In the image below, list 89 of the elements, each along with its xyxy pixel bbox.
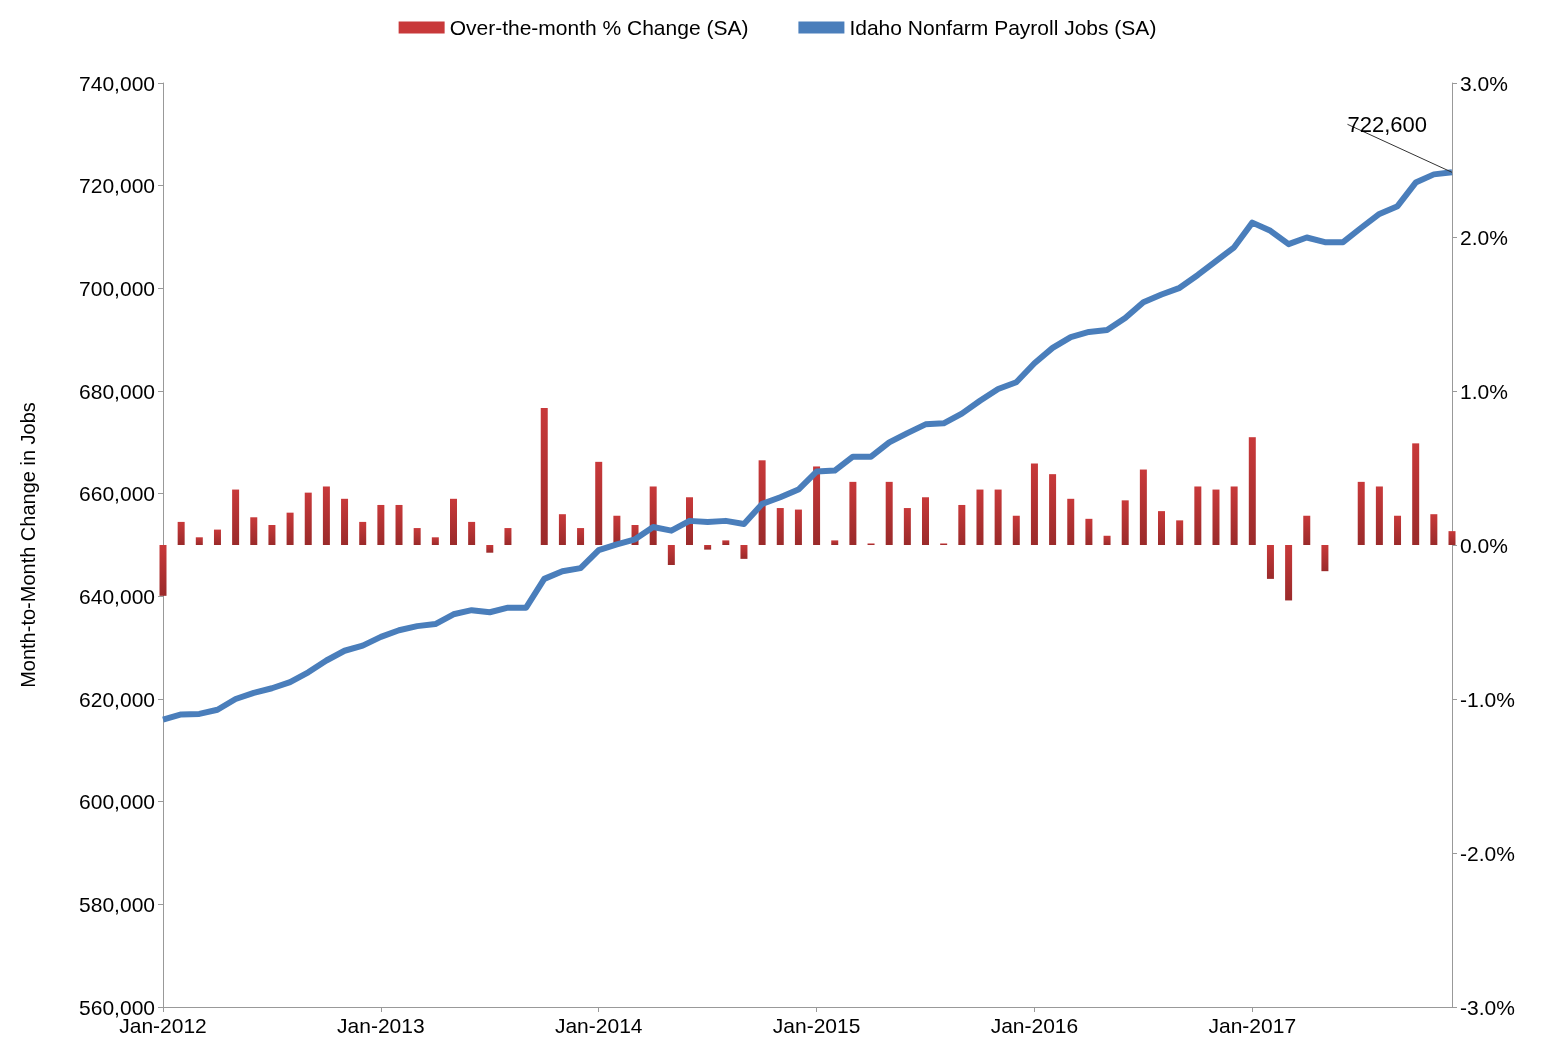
x-tick-label: Jan-2016 (990, 1014, 1079, 1037)
bar (486, 545, 494, 553)
bar (1049, 474, 1057, 545)
bar (1176, 520, 1184, 545)
bar (776, 508, 784, 545)
bar (177, 521, 185, 545)
bar (849, 481, 857, 545)
bar (159, 545, 167, 596)
bar (813, 466, 821, 545)
y-axis-title: Month-to-Month Change in Jobs (17, 402, 39, 688)
bar (540, 407, 548, 545)
bar (1248, 437, 1256, 545)
bar (413, 528, 421, 545)
y-tick-label: 580,000 (79, 892, 155, 916)
bar (341, 498, 349, 545)
bar (195, 537, 203, 545)
bar (504, 528, 512, 545)
bar (1412, 443, 1420, 545)
bar (359, 521, 367, 545)
bar (322, 486, 330, 545)
bar (1139, 469, 1147, 545)
bar (1430, 514, 1438, 545)
bar (740, 545, 748, 559)
bar (903, 508, 911, 545)
y-tick-label: 680,000 (79, 379, 155, 403)
bar (704, 545, 712, 550)
bar (794, 509, 802, 545)
y2-tick-label: 2.0% (1460, 225, 1508, 249)
bar (431, 537, 439, 545)
y-tick-label: 740,000 (79, 71, 155, 95)
bar (831, 540, 839, 545)
bar (395, 504, 403, 545)
bar (286, 512, 294, 545)
y-tick-label: 640,000 (79, 584, 155, 608)
bar (1375, 486, 1383, 545)
bar (1212, 489, 1220, 545)
bar (667, 545, 675, 566)
bar (1321, 545, 1329, 572)
bar (722, 540, 730, 545)
bar (958, 504, 966, 545)
bar (1230, 486, 1238, 545)
bar (994, 489, 1002, 545)
bar (1103, 535, 1111, 545)
bar (250, 517, 258, 545)
y2-tick-label: 3.0% (1460, 71, 1508, 95)
bar (1121, 500, 1129, 545)
data-label: 722,600 (1347, 111, 1427, 137)
y-tick-label: 660,000 (79, 482, 155, 506)
y2-tick-label: -2.0% (1460, 841, 1515, 865)
bar (1266, 545, 1274, 579)
bar (232, 489, 240, 545)
y2-tick-label: -1.0% (1460, 687, 1515, 711)
bar (922, 497, 930, 545)
y-tick-label: 720,000 (79, 174, 155, 198)
bar (885, 481, 893, 545)
x-tick-label: Jan-2015 (772, 1014, 861, 1037)
bar (377, 504, 385, 545)
bar (1448, 531, 1456, 545)
y2-tick-label: -3.0% (1460, 995, 1515, 1019)
y2-tick-label: 0.0% (1460, 533, 1508, 557)
legend-label: Idaho Nonfarm Payroll Jobs (SA) (849, 16, 1157, 39)
x-tick-label: Jan-2017 (1208, 1014, 1297, 1037)
bar (449, 498, 457, 545)
y-tick-label: 600,000 (79, 790, 155, 814)
bar (595, 461, 603, 545)
y2-tick-label: 1.0% (1460, 379, 1508, 403)
bar (268, 524, 276, 545)
bar (976, 489, 984, 545)
bar (468, 521, 476, 545)
y-tick-label: 700,000 (79, 276, 155, 300)
bar (213, 529, 221, 545)
bar (577, 528, 585, 545)
bar (1194, 486, 1202, 545)
x-tick-label: Jan-2013 (337, 1014, 425, 1037)
bar (1012, 515, 1020, 545)
bar (1030, 463, 1038, 545)
bar (758, 460, 766, 545)
legend-label: Over-the-month % Change (SA) (449, 16, 749, 39)
bar (304, 492, 312, 545)
bar (558, 514, 566, 545)
x-tick-label: Jan-2014 (554, 1014, 643, 1037)
bar (1085, 518, 1093, 545)
bar (1067, 498, 1075, 545)
bar (1303, 515, 1311, 545)
bar (1158, 511, 1166, 545)
bar (1357, 481, 1365, 545)
bar (1285, 545, 1293, 601)
bar (1394, 515, 1402, 545)
y-tick-label: 620,000 (79, 687, 155, 711)
